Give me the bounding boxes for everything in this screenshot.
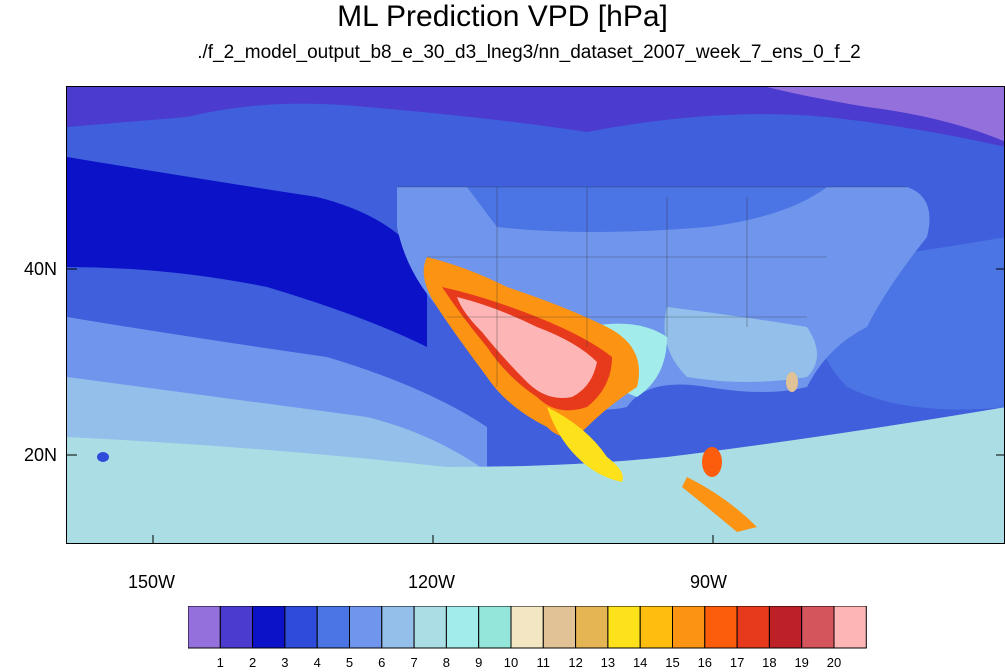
colorbar-label: 5 [345, 655, 354, 670]
colorbar-swatch [736, 606, 770, 649]
colorbar-label: 10 [503, 655, 519, 670]
colorbar-swatch [801, 606, 835, 649]
colorbar-label: 1 [216, 655, 224, 670]
colorbar-swatch [349, 606, 383, 649]
colorbar-label: 6 [378, 655, 386, 670]
colorbar-label: 18 [762, 655, 777, 670]
colorbar-swatch [381, 606, 415, 649]
colorbar-swatch [639, 606, 674, 649]
tropical-band [67, 407, 1004, 543]
colorbar-swatch [478, 606, 512, 649]
colorbar-label: 13 [600, 655, 616, 670]
colorbar-label: 15 [665, 655, 680, 670]
colorbar-swatch [188, 606, 221, 649]
vpd-map [66, 86, 1005, 544]
florida-warm-spot [786, 372, 798, 392]
colorbar-swatch [219, 606, 254, 649]
southeast-us-region [664, 307, 817, 382]
colorbar-swatch [704, 606, 738, 649]
lon-label-150w: 150W [128, 572, 176, 592]
hawaii-spot [97, 452, 109, 462]
arctic-region [767, 87, 1004, 142]
colorbar-label: 20 [826, 655, 842, 670]
lat-label-20n: 20N [24, 445, 58, 465]
colorbar-label: 16 [697, 655, 713, 670]
colorbar-swatch [575, 606, 609, 649]
north-pacific-region [67, 87, 1004, 147]
colorbar-label: 2 [248, 655, 257, 670]
colorbar-swatch [284, 606, 318, 649]
colorbar-label: 9 [475, 655, 483, 670]
colorbar-label: 7 [410, 655, 418, 670]
colorbar-label: 8 [442, 655, 450, 670]
colorbar-label: 19 [794, 655, 809, 670]
colorbar-swatch [542, 606, 577, 649]
map-title: ML Prediction VPD [hPa] [337, 0, 668, 33]
northeast-pacific-band [67, 157, 427, 347]
colorbar-label: 3 [281, 655, 289, 670]
lon-label-90w: 90W [690, 572, 728, 592]
colorbar-label: 11 [536, 655, 551, 670]
colorbar [188, 606, 867, 649]
lon-label-120w: 120W [408, 572, 456, 592]
colorbar-swatch [607, 606, 641, 649]
central-america-hot-spot [702, 447, 722, 477]
colorbar-swatch [445, 606, 480, 649]
colorbar-label: 4 [313, 655, 321, 670]
colorbar-swatch [833, 606, 867, 649]
colorbar-swatch [768, 606, 803, 649]
colorbar-swatch [316, 606, 350, 649]
colorbar-swatch [510, 606, 544, 649]
colorbar-swatch [672, 606, 706, 649]
lat-label-40n: 40N [24, 259, 58, 279]
mexico-warm-zone [547, 407, 623, 482]
colorbar-label: 14 [632, 655, 648, 670]
colorbar-swatch [252, 606, 286, 649]
north-us-region [467, 187, 827, 232]
map-subtitle: ./f_2_model_output_b8_e_30_d3_lneg3/nn_d… [197, 42, 861, 63]
southwest-max-zone [457, 297, 597, 398]
state-boundaries [397, 186, 907, 387]
central-america-land [682, 477, 757, 532]
colorbar-label: 17 [729, 655, 745, 670]
colorbar-swatch [413, 606, 447, 649]
colorbar-label: 12 [568, 655, 583, 670]
